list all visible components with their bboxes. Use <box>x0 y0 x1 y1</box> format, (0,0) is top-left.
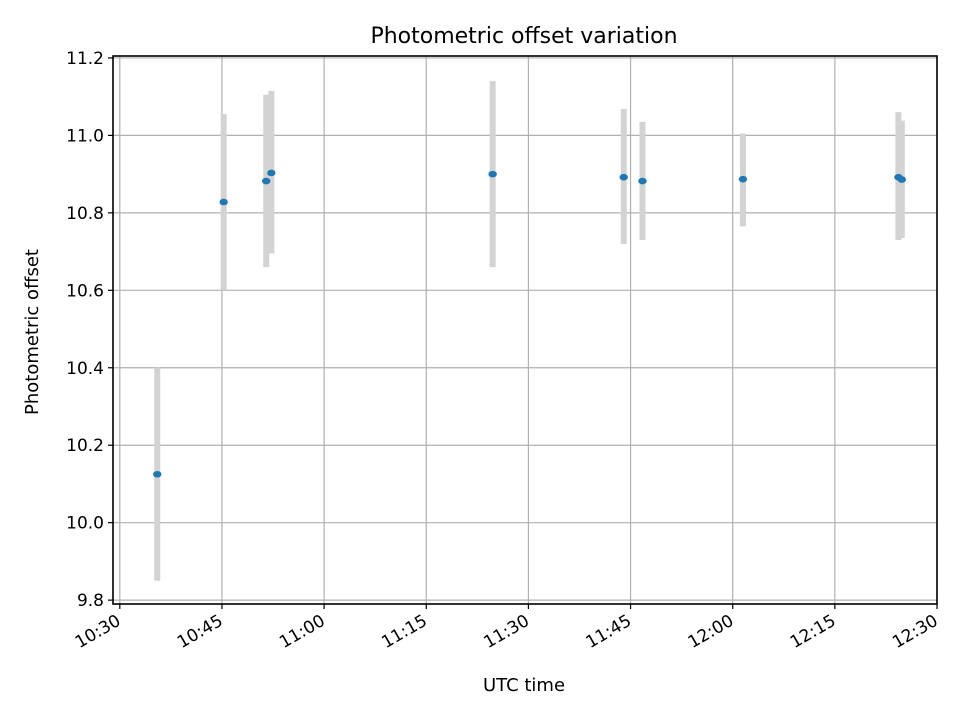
grid <box>113 56 938 604</box>
y-tick-label: 10.0 <box>66 514 104 534</box>
y-tick-label: 10.4 <box>66 359 104 379</box>
chart-title: Photometric offset variation <box>370 24 677 49</box>
data-point <box>488 170 497 178</box>
y-axis-label: Photometric offset <box>22 249 43 415</box>
plot-frame <box>112 55 938 605</box>
data-point <box>267 169 276 177</box>
data-points <box>153 169 907 478</box>
y-tick-label: 11.0 <box>66 126 104 146</box>
data-point <box>262 177 271 185</box>
y-tick-label: 11.2 <box>66 49 104 69</box>
data-point <box>219 198 228 206</box>
x-axis-label: UTC time <box>483 675 565 696</box>
y-axis-ticks: 9.8 10.0 10.2 10.4 10.6 10.8 11.0 11.2 <box>66 49 113 611</box>
y-tick-label: 10.6 <box>66 281 104 301</box>
y-tick-label: 10.2 <box>66 436 104 456</box>
data-point <box>638 177 647 185</box>
y-tick-label: 10.8 <box>66 204 104 224</box>
data-point <box>619 173 628 181</box>
y-tick-label: 9.8 <box>77 591 104 611</box>
data-point <box>738 175 748 183</box>
data-point <box>897 176 907 183</box>
data-point <box>153 470 162 478</box>
